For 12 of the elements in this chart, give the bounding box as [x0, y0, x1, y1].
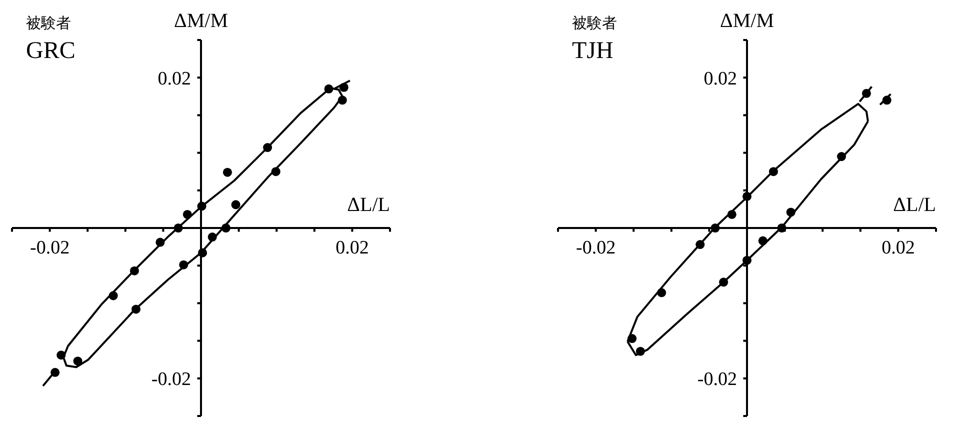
chart-title: 被験者 — [572, 14, 617, 33]
chart-title: 被験者 — [26, 14, 71, 33]
x-axis-title: ΔL/L — [893, 194, 936, 217]
y-axis-title: ΔM/M — [173, 10, 229, 33]
x-tick-label: -0.02 — [30, 237, 70, 258]
y-axis-title: ΔM/M — [719, 10, 775, 33]
x-tick-label: -0.02 — [576, 237, 616, 258]
x-tick-label: 0.02 — [336, 237, 369, 258]
x-axis-title: ΔL/L — [347, 194, 390, 217]
chart-subtitle: GRC — [26, 38, 76, 65]
x-tick-label: 0.02 — [882, 237, 915, 258]
chart-subtitle: TJH — [572, 38, 614, 65]
